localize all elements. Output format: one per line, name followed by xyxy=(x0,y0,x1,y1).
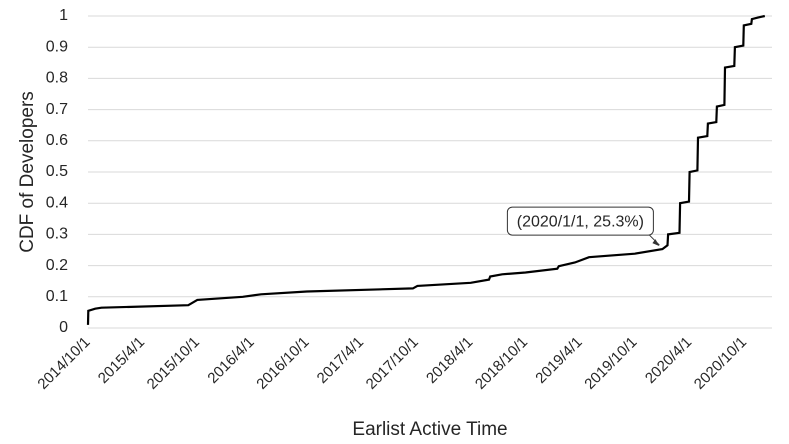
x-tick-label: 2017/4/1 xyxy=(314,334,367,387)
x-tick-label: 2018/4/1 xyxy=(423,334,476,387)
y-tick-label: 0.4 xyxy=(46,194,68,211)
y-tick-label: 0.2 xyxy=(46,257,68,274)
x-tick-label: 2015/4/1 xyxy=(95,334,148,387)
annotation-arrowhead xyxy=(652,239,660,247)
x-axis-title: Earlist Active Time xyxy=(352,419,507,440)
x-tick-label: 2020/4/1 xyxy=(642,334,695,387)
y-tick-label: 0 xyxy=(59,319,68,336)
y-tick-label: 0.8 xyxy=(46,70,68,87)
y-tick-label: 0.3 xyxy=(46,226,68,243)
cdf-line xyxy=(86,14,766,325)
x-tick-label: 2015/10/1 xyxy=(144,334,203,393)
x-tick-label: 2016/10/1 xyxy=(253,334,312,393)
x-tick-label: 2020/10/1 xyxy=(691,334,750,393)
y-tick-label: 0.7 xyxy=(46,101,68,118)
x-tick-label: 2016/4/1 xyxy=(204,334,257,387)
x-tick-label: 2018/10/1 xyxy=(472,334,531,393)
y-tick-label: 0.5 xyxy=(46,163,68,180)
y-tick-label: 1 xyxy=(59,7,68,24)
y-tick-label: 0.1 xyxy=(46,288,68,305)
x-tick-label: 2017/10/1 xyxy=(363,334,422,393)
y-tick-label: 0.6 xyxy=(46,132,68,149)
y-axis-title: CDF of Developers xyxy=(17,91,38,253)
x-tick-label: 2014/10/1 xyxy=(34,334,93,393)
annotation-box xyxy=(506,206,654,236)
annotation-text: (2020/1/1, 25.3%) xyxy=(517,213,644,230)
x-tick-label: 2019/10/1 xyxy=(581,334,640,393)
x-tick-label: 2019/4/1 xyxy=(532,334,585,387)
y-tick-label: 0.9 xyxy=(46,38,68,55)
